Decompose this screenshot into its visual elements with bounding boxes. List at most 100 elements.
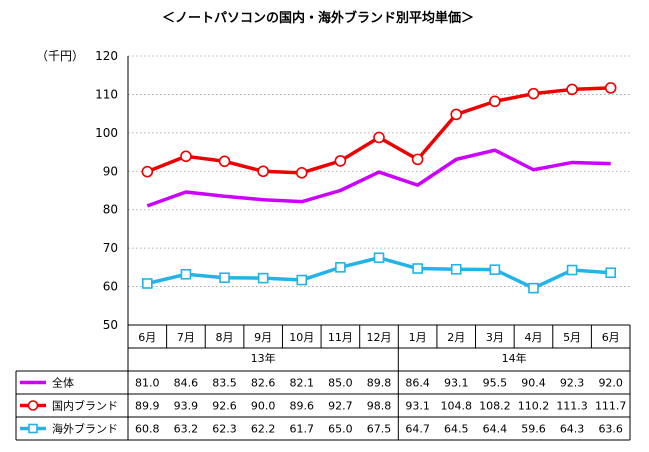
y-tick-label: 100 — [95, 126, 118, 140]
data-label: 104.8 — [440, 400, 472, 413]
data-point — [604, 82, 617, 94]
year-group-label: 14年 — [502, 351, 527, 365]
y-tick-label: 90 — [103, 164, 118, 178]
data-label: 89.8 — [367, 377, 392, 390]
axes: 50 60 70 80 90 100 110 120 — [95, 49, 630, 332]
y-tick-label: 70 — [103, 241, 118, 255]
data-point — [180, 268, 192, 280]
data-label: 110.2 — [518, 400, 550, 413]
data-label: 82.6 — [251, 377, 276, 390]
data-label: 89.9 — [135, 400, 160, 413]
data-point — [257, 272, 269, 284]
data-label: 64.5 — [444, 423, 469, 436]
data-point — [218, 155, 231, 168]
series-0 — [146, 148, 611, 208]
legend-marker — [27, 400, 39, 411]
legend-label: 海外ブランド — [52, 422, 118, 436]
data-label: 90.4 — [521, 377, 546, 390]
x-tick-label: 9月 — [254, 331, 272, 344]
series-1 — [141, 82, 617, 179]
data-label: 63.6 — [598, 423, 623, 436]
x-tick-label: 10月 — [289, 331, 314, 344]
data-label: 84.6 — [174, 377, 199, 390]
data-point — [142, 278, 153, 289]
y-tick-label: 60 — [103, 280, 118, 294]
data-label: 62.3 — [212, 423, 237, 436]
series-layer — [141, 82, 617, 294]
data-label: 92.3 — [560, 377, 585, 390]
data-point — [335, 262, 346, 273]
data-label: 92.7 — [328, 400, 353, 413]
x-tick-label: 2月 — [447, 331, 465, 344]
y-tick-label: 120 — [95, 49, 118, 63]
data-label: 83.5 — [212, 377, 237, 390]
data-point — [295, 167, 308, 179]
data-label: 61.7 — [290, 423, 315, 436]
x-tick-label: 7月 — [177, 331, 195, 344]
data-point — [528, 282, 539, 294]
x-tick-label: 6月 — [602, 331, 620, 344]
x-tick-label: 8月 — [216, 331, 234, 344]
legend-marker — [28, 423, 38, 434]
x-tick-label: 4月 — [524, 331, 542, 344]
series-line — [146, 148, 611, 208]
legend-label: 全体 — [52, 376, 74, 390]
data-point — [605, 267, 616, 279]
data-label: 111.7 — [595, 400, 627, 413]
data-point — [566, 264, 578, 276]
year-group-label: 13年 — [251, 351, 276, 365]
data-point — [180, 150, 192, 163]
data-point — [450, 108, 463, 121]
data-label: 67.5 — [367, 423, 392, 436]
data-label: 93.1 — [405, 400, 430, 413]
data-label: 92.6 — [212, 400, 237, 413]
data-label: 82.1 — [290, 377, 315, 390]
data-label: 98.8 — [367, 400, 392, 413]
data-label: 111.3 — [556, 400, 588, 413]
data-label: 60.8 — [135, 423, 160, 436]
data-label: 65.0 — [328, 423, 353, 436]
data-label: 86.4 — [405, 377, 430, 390]
data-label: 93.1 — [444, 377, 469, 390]
data-label: 85.0 — [328, 377, 353, 390]
data-label: 59.6 — [521, 423, 546, 436]
data-label: 95.5 — [483, 377, 508, 390]
data-label: 64.3 — [560, 423, 585, 436]
data-point — [489, 95, 501, 108]
y-axis-unit-label: （千円） — [36, 49, 84, 63]
data-point — [489, 264, 501, 275]
data-label: 64.7 — [405, 423, 430, 436]
data-point — [373, 252, 385, 264]
y-tick-label: 50 — [103, 318, 118, 332]
data-point — [412, 263, 423, 274]
data-label: 108.2 — [479, 400, 511, 413]
data-point — [411, 153, 424, 166]
data-label: 62.2 — [251, 423, 276, 436]
data-point — [141, 165, 154, 178]
data-point — [527, 87, 540, 100]
series-2 — [142, 252, 616, 294]
data-point — [296, 274, 308, 286]
y-tick-label: 110 — [95, 87, 118, 101]
data-label: 89.6 — [290, 400, 315, 413]
data-label: 64.4 — [483, 423, 508, 436]
data-point — [219, 272, 230, 284]
x-tick-label: 11月 — [328, 331, 353, 344]
chart-title: ＜ノートパソコンの国内・海外ブランド別平均単価＞ — [162, 10, 474, 26]
x-tick-label: 1月 — [409, 331, 427, 344]
x-tick-label: 3月 — [486, 331, 504, 344]
x-tick-label: 6月 — [138, 331, 156, 344]
data-label: 63.2 — [174, 423, 199, 436]
y-tick-label: 80 — [103, 203, 118, 217]
data-label: 81.0 — [135, 377, 160, 390]
data-point — [566, 83, 578, 96]
data-label: 92.0 — [598, 377, 623, 390]
data-point — [373, 131, 385, 144]
x-tick-label: 12月 — [367, 331, 392, 344]
data-point — [257, 165, 269, 178]
legend-label: 国内ブランド — [52, 399, 118, 413]
series-line — [146, 86, 611, 175]
